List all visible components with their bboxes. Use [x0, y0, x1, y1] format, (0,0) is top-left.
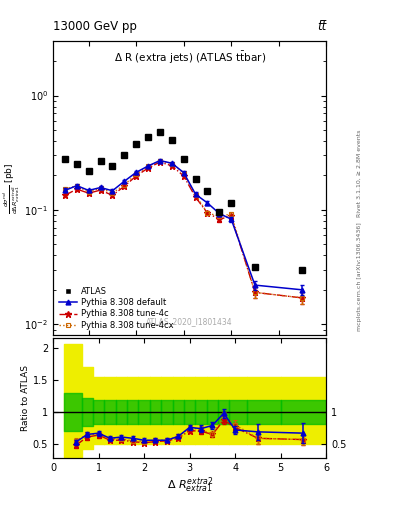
- Y-axis label: Ratio to ATLAS: Ratio to ATLAS: [21, 365, 30, 431]
- Text: $\Delta$ R (extra jets) (ATLAS t$\bar{\rm t}$bar): $\Delta$ R (extra jets) (ATLAS t$\bar{\r…: [114, 50, 266, 66]
- Text: ATLAS_2020_I1801434: ATLAS_2020_I1801434: [146, 317, 233, 327]
- Text: mcplots.cern.ch [arXiv:1306.3436]: mcplots.cern.ch [arXiv:1306.3436]: [357, 222, 362, 331]
- X-axis label: $\Delta$ $R^{extra2}_{extra1}$: $\Delta$ $R^{extra2}_{extra1}$: [167, 476, 213, 496]
- Text: 13000 GeV pp: 13000 GeV pp: [53, 20, 137, 33]
- Y-axis label: $\frac{d\sigma^{nd}}{d\Delta R_{extra1}^{extra2}}$ [pb]: $\frac{d\sigma^{nd}}{d\Delta R_{extra1}^…: [1, 162, 22, 214]
- Text: Rivet 3.1.10, ≥ 2.8M events: Rivet 3.1.10, ≥ 2.8M events: [357, 130, 362, 217]
- Legend: ATLAS, Pythia 8.308 default, Pythia 8.308 tune-4c, Pythia 8.308 tune-4cx: ATLAS, Pythia 8.308 default, Pythia 8.30…: [57, 286, 175, 331]
- Text: tt̅: tt̅: [317, 20, 326, 33]
